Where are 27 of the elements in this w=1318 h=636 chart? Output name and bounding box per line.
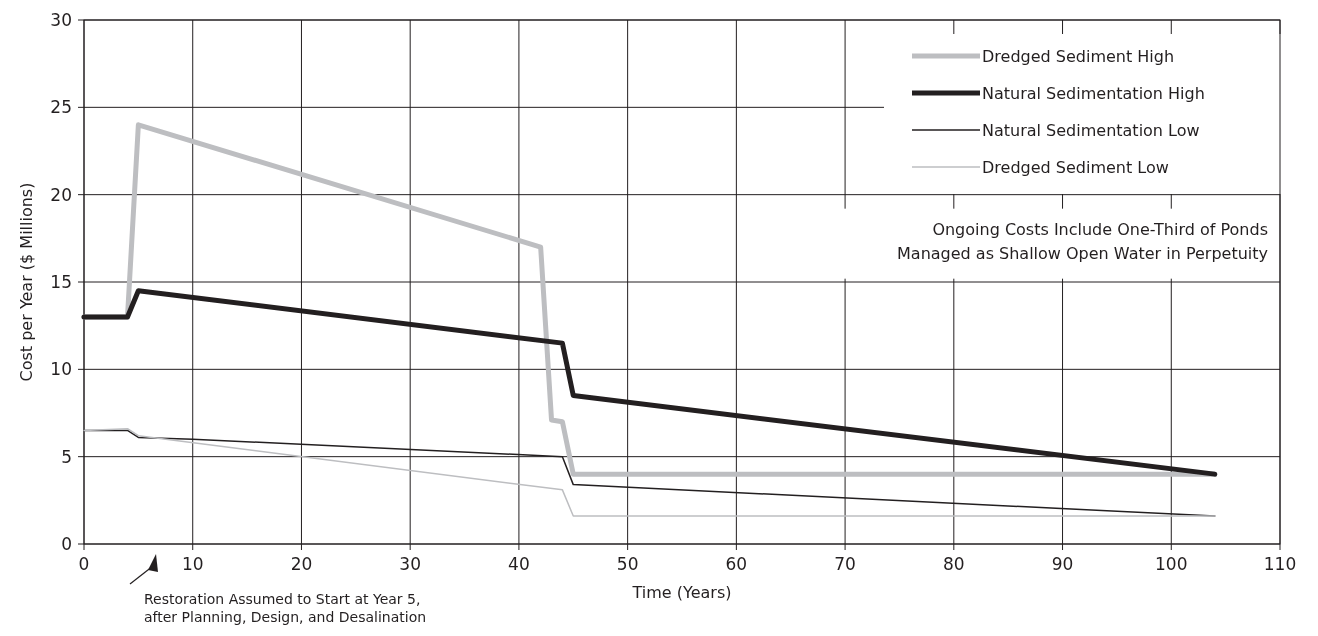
y-tick-label: 20 [50, 184, 72, 205]
y-tick-label: 0 [61, 534, 72, 554]
x-tick-label: 40 [508, 554, 530, 574]
y-axis-title: Cost per Year ($ Millions) [17, 182, 36, 382]
y-tick-label: 5 [61, 446, 72, 467]
y-tick-label: 30 [50, 10, 72, 30]
x-tick-label: 10 [181, 554, 204, 574]
x-tick-label: 60 [725, 554, 748, 574]
annotation: Ongoing Costs Include One-Third of Ponds Managed as Shallow Open Water in Perpetuity [897, 219, 1268, 263]
legend-label: Dredged Sediment High [982, 47, 1175, 66]
y-tick-label: 15 [50, 272, 72, 292]
x-tick-label: 20 [290, 554, 313, 574]
x-axis-title: Time (Years) [631, 583, 732, 602]
x-tick-label: 90 [1051, 554, 1074, 574]
legend-label: Natural Sedimentation High [982, 84, 1205, 103]
x-tick-label: 50 [616, 554, 639, 574]
x-tick-label: 0 [78, 554, 90, 574]
text: Restoration Assumed to Start at Year 5, after Planning, Design, and Desalination [144, 591, 427, 625]
legend-label: Natural Sedimentation Low [982, 121, 1200, 140]
x-tick-label: 100 [1155, 554, 1188, 574]
x-tick-label: 30 [399, 554, 421, 574]
x-tick-label: 110 [1263, 554, 1297, 574]
y-tick-label: 25 [50, 97, 72, 118]
y-tick-label: 10 [50, 359, 72, 380]
x-tick-label: 70 [834, 554, 856, 574]
legend-label: Dredged Sediment Low [982, 158, 1169, 177]
x-tick-label: 80 [943, 554, 965, 574]
